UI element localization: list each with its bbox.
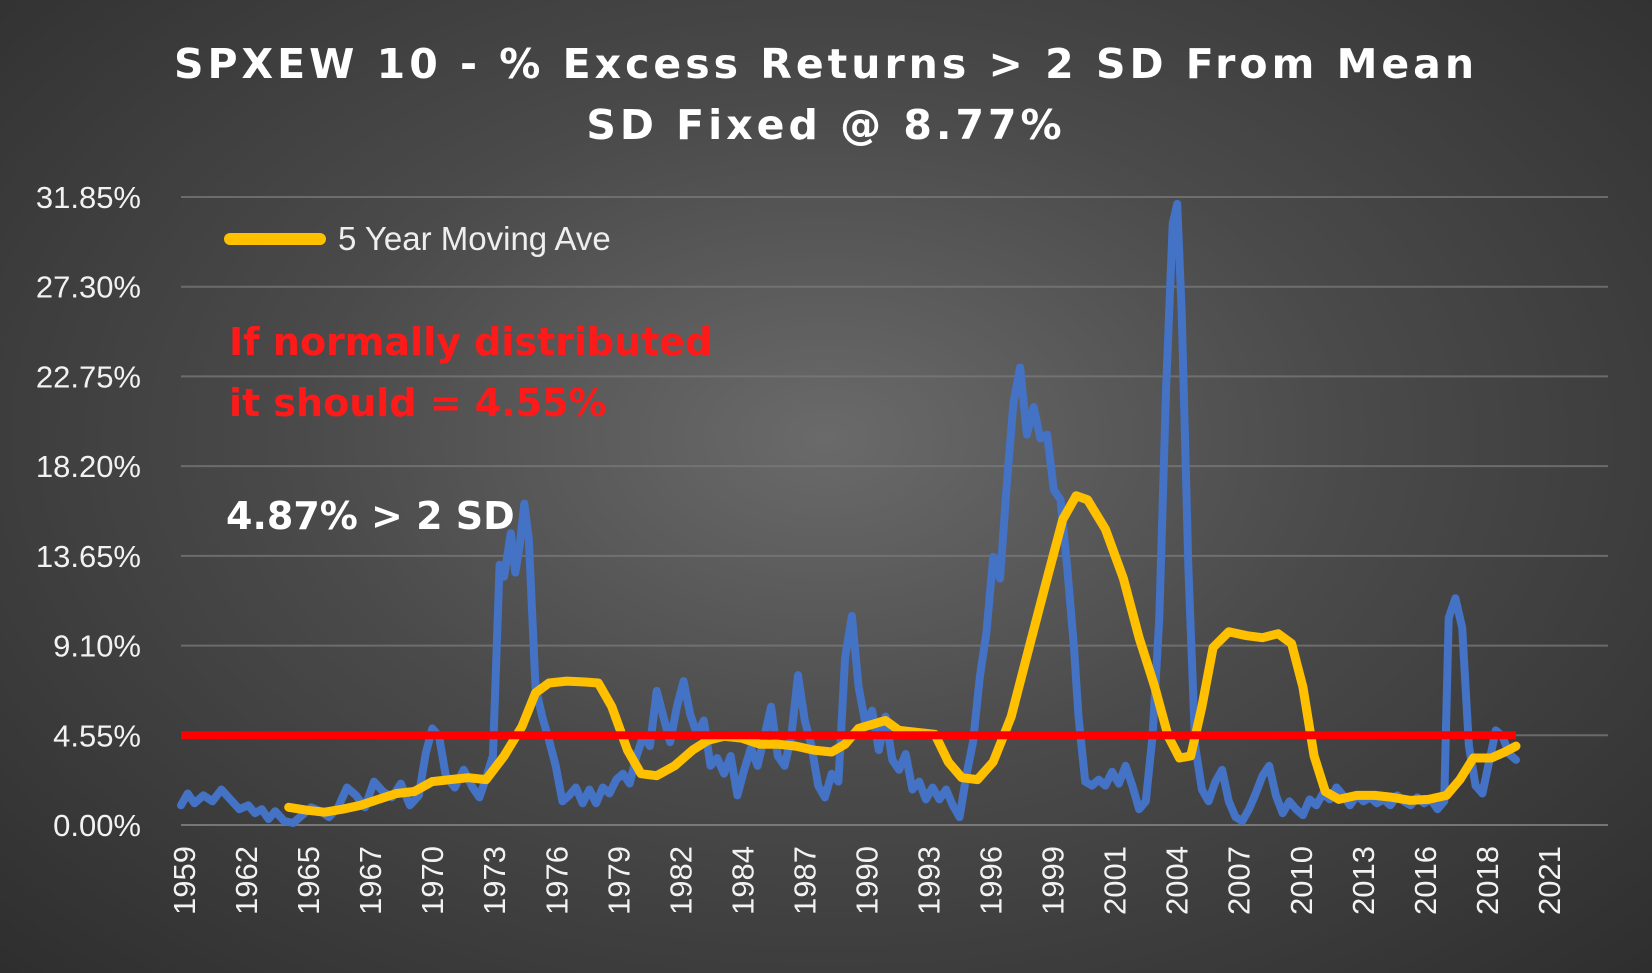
y-tick-label: 18.20% [36, 449, 141, 484]
y-tick-label: 13.65% [36, 539, 141, 574]
x-tick-label: 2007 [1222, 846, 1257, 915]
chart-title: SPXEW 10 - % Excess Returns > 2 SD From … [174, 40, 1478, 88]
x-tick-label: 1999 [1036, 846, 1071, 915]
annotation-excess: 4.87% > 2 SD [226, 494, 515, 538]
x-tick-label: 1990 [849, 846, 884, 915]
x-tick-label: 1970 [415, 846, 450, 915]
chart-subtitle: SD Fixed @ 8.77% [586, 101, 1065, 149]
legend: 5 Year Moving Ave [224, 220, 611, 257]
x-tick-label: 2004 [1160, 846, 1195, 915]
x-tick-label: 2010 [1284, 846, 1319, 915]
y-tick-label: 0.00% [53, 808, 141, 843]
y-tick-label: 31.85% [36, 180, 141, 215]
series-lines [177, 199, 1521, 827]
x-tick-label: 1984 [725, 846, 760, 915]
x-tick-label: 1967 [353, 846, 388, 915]
x-tick-label: 1996 [974, 846, 1009, 915]
x-tick-label: 1982 [663, 846, 698, 915]
annotation-normal-line1: If normally distributed [229, 320, 712, 364]
y-tick-label: 27.30% [36, 270, 141, 305]
x-tick-label: 1959 [167, 846, 202, 915]
x-tick-label: 1993 [912, 846, 947, 915]
x-tick-label: 1973 [477, 846, 512, 915]
x-tick-label: 2016 [1408, 846, 1443, 915]
x-tick-label: 2021 [1532, 846, 1567, 915]
x-tick-label: 2001 [1098, 846, 1133, 915]
x-tick-label: 1987 [787, 846, 822, 915]
x-tick-label: 1979 [601, 846, 636, 915]
x-tick-label: 2013 [1346, 846, 1381, 915]
x-tick-label: 1965 [291, 846, 326, 915]
x-tick-label: 1962 [229, 846, 264, 915]
y-tick-label: 9.10% [53, 629, 141, 664]
legend-label-moving-average: 5 Year Moving Ave [338, 220, 611, 257]
y-tick-label: 4.55% [53, 718, 141, 753]
annotation-normal-line2: it should = 4.55% [229, 381, 607, 425]
x-axis-ticks: 1959 1962 1965 1967 1970 1973 1976 1979 1982 1984… [167, 846, 1567, 915]
y-tick-label: 22.75% [36, 359, 141, 394]
y-axis-ticks: 0.00% 4.55% 9.10% 13.65% 18.20% 22.75% 27.30% 3… [36, 180, 141, 843]
x-tick-label: 1976 [539, 846, 574, 915]
x-tick-label: 2018 [1470, 846, 1505, 915]
